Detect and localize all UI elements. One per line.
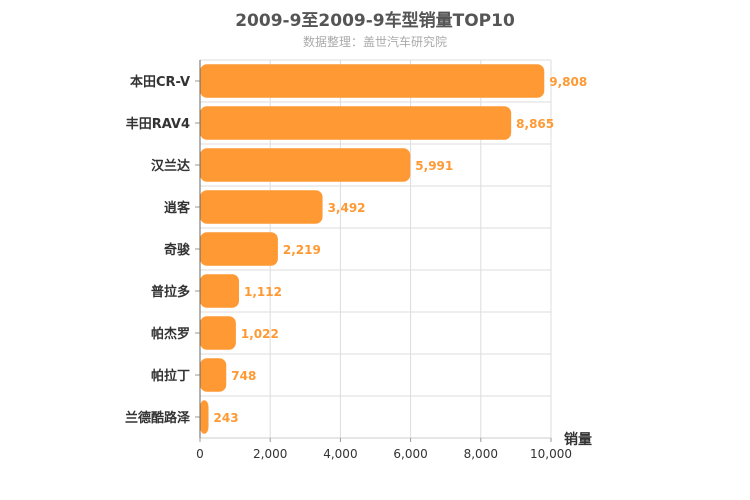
category-label: 普拉多 — [151, 284, 190, 300]
x-axis-title: 销量 — [564, 431, 592, 448]
value-label: 9,808 — [549, 75, 587, 89]
value-label: 1,112 — [244, 285, 282, 299]
chart-subtitle: 数据整理：盖世汽车研究院 — [302, 35, 447, 49]
bar — [200, 190, 323, 224]
category-label: 本田CR-V — [130, 74, 190, 90]
x-tick-label: 6,000 — [393, 447, 427, 461]
value-label: 2,219 — [283, 243, 321, 257]
bar — [200, 106, 512, 140]
category-label: 奇骏 — [164, 242, 191, 258]
category-label: 帕杰罗 — [151, 326, 190, 342]
x-tick-label: 10,000 — [530, 447, 572, 461]
bar — [200, 274, 240, 308]
x-tick-label: 0 — [196, 447, 204, 461]
category-label: 丰田RAV4 — [126, 116, 190, 132]
value-label: 8,865 — [516, 117, 554, 131]
x-tick-label: 8,000 — [464, 447, 498, 461]
category-label: 逍客 — [164, 200, 191, 216]
value-label: 3,492 — [328, 201, 366, 215]
bar — [200, 64, 545, 98]
category-label: 汉兰达 — [151, 158, 190, 174]
value-label: 5,991 — [415, 159, 453, 173]
bar — [200, 316, 236, 350]
bar — [200, 232, 278, 266]
bar — [200, 358, 227, 392]
x-tick-label: 2,000 — [253, 447, 287, 461]
chart-title: 2009-9至2009-9车型销量TOP10 — [235, 11, 515, 31]
category-label: 帕拉丁 — [151, 368, 190, 384]
x-tick-label: 4,000 — [323, 447, 357, 461]
category-label: 兰德酷路泽 — [125, 410, 191, 426]
value-label: 1,022 — [241, 327, 279, 341]
bar — [200, 148, 411, 182]
value-label: 748 — [231, 369, 256, 383]
value-label: 243 — [214, 411, 239, 425]
bar — [200, 400, 209, 434]
